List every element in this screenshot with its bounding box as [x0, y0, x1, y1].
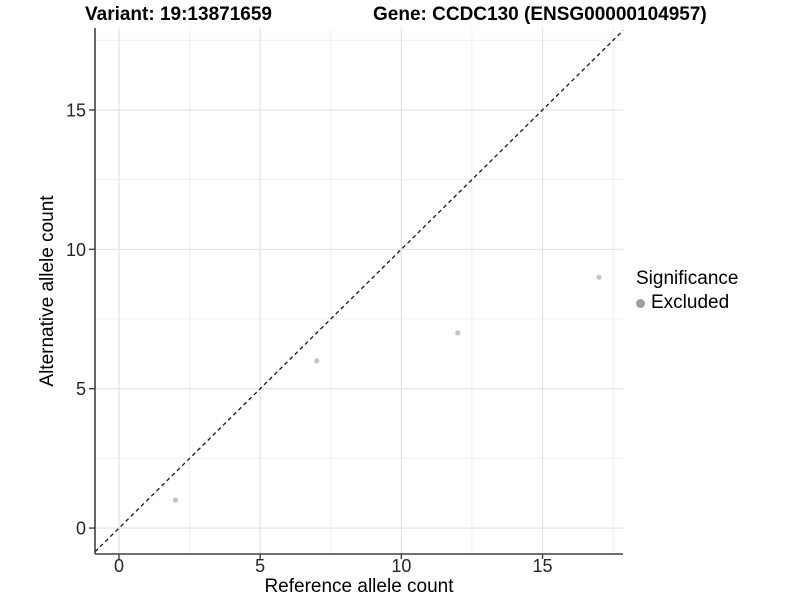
x-axis-title: Reference allele count [264, 576, 454, 597]
y-tick-label: 0 [76, 519, 86, 539]
x-tick-label: 15 [533, 556, 553, 576]
plot-title-variant: Variant: 19:13871659 [85, 4, 272, 25]
legend-key-dot-icon [636, 298, 645, 308]
y-axis-title: Alternative allele count [37, 195, 58, 387]
legend-title: Significance [636, 268, 739, 289]
legend-item-excluded: Excluded [636, 292, 738, 314]
identity-line [94, 30, 624, 553]
x-tick-label: 10 [391, 556, 411, 576]
data-point [455, 330, 461, 336]
x-tick-label: 0 [114, 556, 124, 576]
y-tick-label: 15 [66, 100, 86, 120]
y-tick-label: 10 [66, 240, 86, 260]
plot-title-gene: Gene: CCDC130 (ENSG00000104957) [373, 4, 707, 25]
x-tick-label: 5 [255, 556, 265, 576]
legend: Significance Excluded [636, 268, 738, 314]
legend-item-label: Excluded [651, 292, 730, 313]
data-point [172, 497, 179, 503]
data-point [314, 358, 320, 364]
data-point [596, 274, 602, 280]
y-tick-label: 5 [76, 379, 86, 399]
